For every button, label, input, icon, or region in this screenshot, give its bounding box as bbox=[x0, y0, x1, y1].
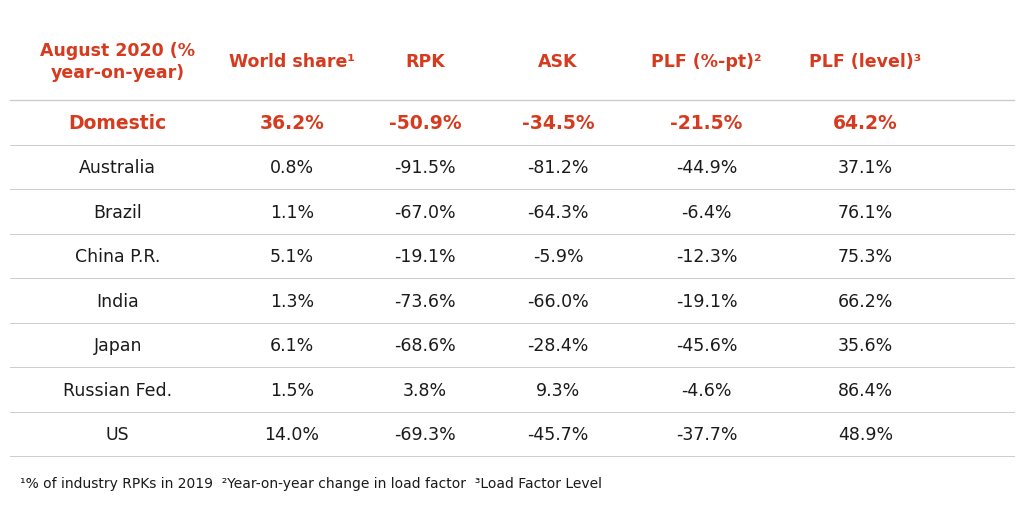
Text: -21.5%: -21.5% bbox=[671, 114, 742, 133]
Text: -91.5%: -91.5% bbox=[394, 159, 456, 177]
Text: 0.8%: 0.8% bbox=[269, 159, 314, 177]
Text: 48.9%: 48.9% bbox=[838, 425, 893, 443]
Text: -5.9%: -5.9% bbox=[532, 247, 584, 266]
Text: India: India bbox=[96, 292, 139, 310]
Text: -12.3%: -12.3% bbox=[676, 247, 737, 266]
Text: PLF (%-pt)²: PLF (%-pt)² bbox=[651, 53, 762, 71]
Text: 14.0%: 14.0% bbox=[264, 425, 319, 443]
Text: -6.4%: -6.4% bbox=[681, 203, 732, 221]
Text: -19.1%: -19.1% bbox=[394, 247, 456, 266]
Text: World share¹: World share¹ bbox=[228, 53, 355, 71]
Text: 1.3%: 1.3% bbox=[269, 292, 314, 310]
Text: PLF (level)³: PLF (level)³ bbox=[809, 53, 922, 71]
Text: 86.4%: 86.4% bbox=[838, 381, 893, 399]
Text: -34.5%: -34.5% bbox=[522, 114, 594, 133]
Text: ¹% of industry RPKs in 2019  ²Year-on-year change in load factor  ³Load Factor L: ¹% of industry RPKs in 2019 ²Year-on-yea… bbox=[20, 476, 602, 490]
Text: Japan: Japan bbox=[93, 336, 142, 355]
Text: -50.9%: -50.9% bbox=[389, 114, 461, 133]
Text: ASK: ASK bbox=[539, 53, 578, 71]
Text: 1.1%: 1.1% bbox=[269, 203, 314, 221]
Text: 36.2%: 36.2% bbox=[259, 114, 325, 133]
Text: -73.6%: -73.6% bbox=[394, 292, 456, 310]
Text: -66.0%: -66.0% bbox=[527, 292, 589, 310]
Text: 75.3%: 75.3% bbox=[838, 247, 893, 266]
Text: Australia: Australia bbox=[79, 159, 157, 177]
Text: RPK: RPK bbox=[406, 53, 444, 71]
Text: -81.2%: -81.2% bbox=[527, 159, 589, 177]
Text: -28.4%: -28.4% bbox=[527, 336, 589, 355]
Text: 66.2%: 66.2% bbox=[838, 292, 893, 310]
Text: -68.6%: -68.6% bbox=[394, 336, 456, 355]
Text: US: US bbox=[105, 425, 130, 443]
Text: 3.8%: 3.8% bbox=[402, 381, 447, 399]
Text: 76.1%: 76.1% bbox=[838, 203, 893, 221]
Text: -4.6%: -4.6% bbox=[681, 381, 732, 399]
Text: -69.3%: -69.3% bbox=[394, 425, 456, 443]
Text: 9.3%: 9.3% bbox=[536, 381, 581, 399]
Text: 1.5%: 1.5% bbox=[269, 381, 314, 399]
Text: -19.1%: -19.1% bbox=[676, 292, 737, 310]
Text: China P.R.: China P.R. bbox=[75, 247, 161, 266]
Text: 5.1%: 5.1% bbox=[269, 247, 314, 266]
Text: -44.9%: -44.9% bbox=[676, 159, 737, 177]
Text: Brazil: Brazil bbox=[93, 203, 142, 221]
Text: -67.0%: -67.0% bbox=[394, 203, 456, 221]
Text: Russian Fed.: Russian Fed. bbox=[63, 381, 172, 399]
Text: -45.6%: -45.6% bbox=[676, 336, 737, 355]
Text: 35.6%: 35.6% bbox=[838, 336, 893, 355]
Text: -45.7%: -45.7% bbox=[527, 425, 589, 443]
Text: August 2020 (%
year-on-year): August 2020 (% year-on-year) bbox=[40, 42, 196, 82]
Text: 37.1%: 37.1% bbox=[838, 159, 893, 177]
Text: Domestic: Domestic bbox=[69, 114, 167, 133]
Text: -37.7%: -37.7% bbox=[676, 425, 737, 443]
Text: -64.3%: -64.3% bbox=[527, 203, 589, 221]
Text: 64.2%: 64.2% bbox=[833, 114, 898, 133]
Text: 6.1%: 6.1% bbox=[269, 336, 314, 355]
